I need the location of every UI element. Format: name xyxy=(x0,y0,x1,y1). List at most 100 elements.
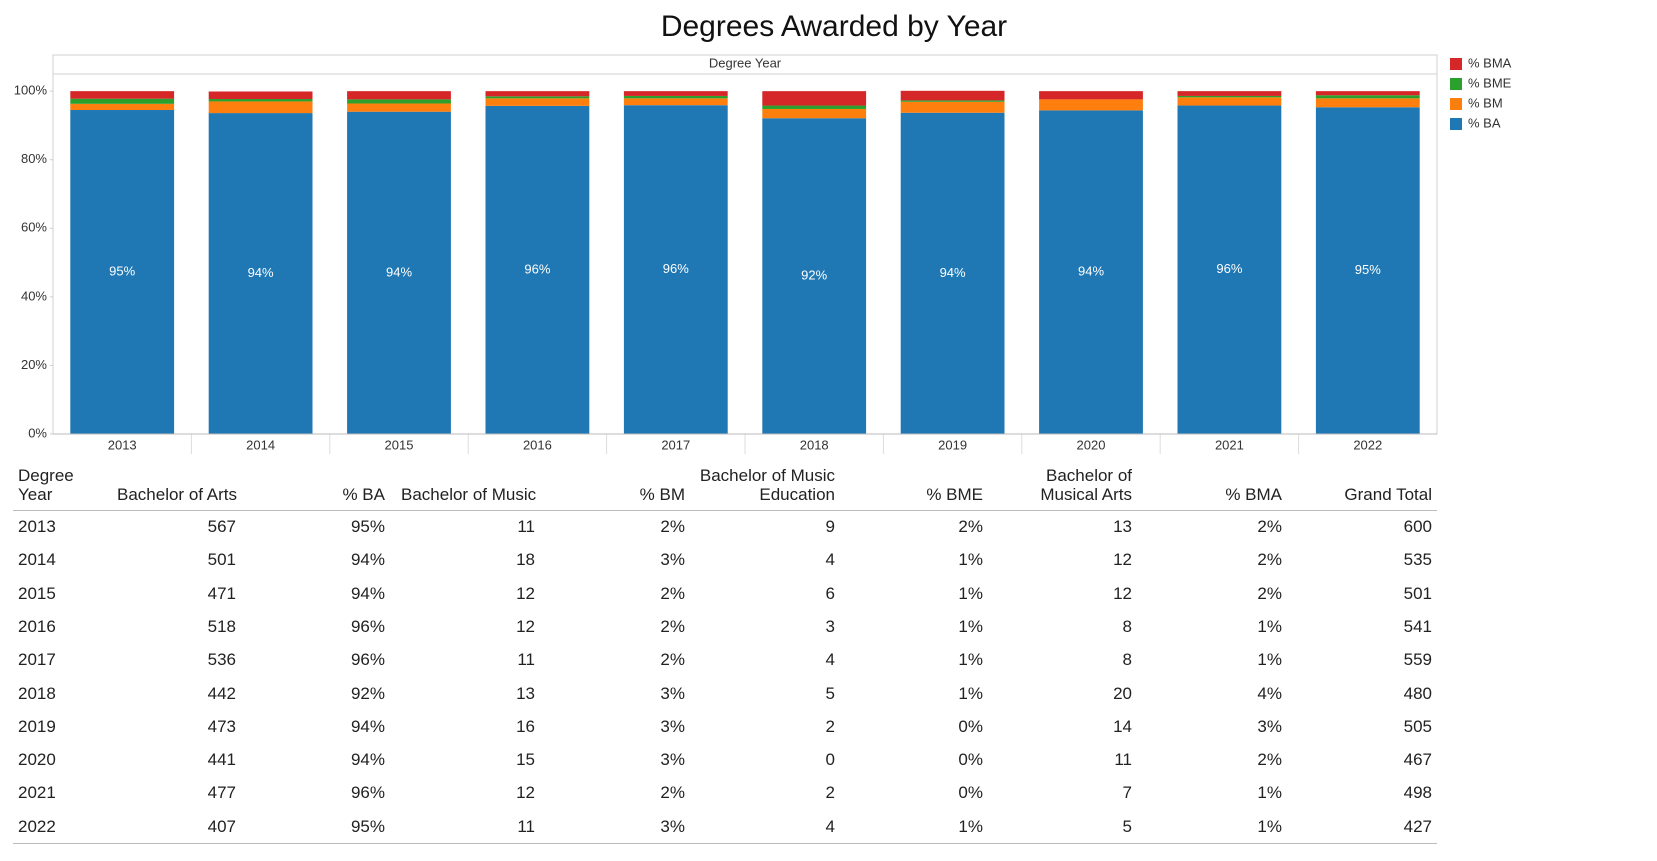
x-tick-label: 2020 xyxy=(1077,437,1106,452)
table-cell: 2 xyxy=(825,783,835,803)
table-cell: 95% xyxy=(350,517,385,536)
table-cell: 498 xyxy=(1403,783,1432,803)
legend-swatch xyxy=(1450,98,1462,110)
bar-segment xyxy=(762,108,867,119)
table-cell: 2019 xyxy=(18,716,56,736)
legend-label: % BME xyxy=(1468,75,1512,90)
table-cell: 8 xyxy=(1122,616,1132,636)
bar-segment xyxy=(485,91,590,97)
table-cell: 1% xyxy=(958,616,983,636)
table-cell: 14 xyxy=(1113,716,1132,736)
table-cell: 1% xyxy=(1257,616,1282,636)
table-cell: 4% xyxy=(1257,683,1282,703)
bar-segment xyxy=(208,99,313,102)
table-cell: 2% xyxy=(660,583,685,603)
table-cell: 12 xyxy=(1113,583,1132,603)
bar-segment xyxy=(70,103,175,110)
table-cell: 7 xyxy=(1122,783,1132,803)
table-cell: 2% xyxy=(660,650,685,670)
table-cell: 442 xyxy=(207,683,236,703)
table-cell: 0% xyxy=(958,716,983,736)
bar-segment xyxy=(623,95,728,99)
bar-segment xyxy=(1039,99,1143,111)
table-cell: 2% xyxy=(1257,550,1282,570)
table-cell: 11 xyxy=(517,816,535,836)
table-cell: 501 xyxy=(1403,583,1432,603)
bar-segment xyxy=(485,105,590,434)
data-label: 96% xyxy=(524,261,550,276)
bar-segment xyxy=(1177,95,1282,98)
y-tick-label: 80% xyxy=(21,151,47,166)
table-cell: 3% xyxy=(660,550,685,570)
table-cell: 96% xyxy=(350,616,385,636)
table-cell: 2% xyxy=(660,616,685,636)
table-cell: 11 xyxy=(517,650,535,670)
table-cell: 3 xyxy=(825,616,835,636)
table-cell: 13 xyxy=(1113,517,1132,536)
bar-segment xyxy=(900,101,1005,113)
legend-label: % BM xyxy=(1468,95,1503,110)
table-cell: 3% xyxy=(660,683,685,703)
table-cell: 4 xyxy=(825,550,835,570)
table-cell: 505 xyxy=(1403,716,1432,736)
bar-segment xyxy=(1315,107,1420,434)
table-cell: 473 xyxy=(207,716,236,736)
bar-segment xyxy=(347,99,451,104)
table-cell: 12 xyxy=(516,616,535,636)
x-tick-label: 2014 xyxy=(246,437,275,452)
table-cell: 12 xyxy=(1113,550,1132,570)
table-cell: 1% xyxy=(958,583,983,603)
table-cell: 94% xyxy=(350,550,385,570)
table-cell: 2016 xyxy=(18,616,56,636)
bar-segment xyxy=(1039,110,1143,434)
table-cell: 92% xyxy=(350,683,385,703)
table-cell: 3% xyxy=(660,716,685,736)
table-cell: 2021 xyxy=(18,783,56,803)
table-cell: 2% xyxy=(660,517,685,536)
bar-segment xyxy=(70,110,175,434)
table-cell: 96% xyxy=(350,783,385,803)
y-tick-label: 100% xyxy=(14,83,48,98)
table-cell: 567 xyxy=(207,517,236,536)
table-cell: 2020 xyxy=(18,750,56,770)
table-cell: 2% xyxy=(1257,517,1282,536)
table-cell: 5 xyxy=(825,683,835,703)
table-cell: 0% xyxy=(958,783,983,803)
table-cell: 600 xyxy=(1403,517,1432,536)
table-cell: 2013 xyxy=(18,517,56,536)
bar-segment xyxy=(900,112,1005,434)
table-cell: 471 xyxy=(207,583,236,603)
x-tick-label: 2022 xyxy=(1353,437,1382,452)
x-tick-label: 2017 xyxy=(661,437,690,452)
table-cell: 2% xyxy=(1257,750,1282,770)
bar-segment xyxy=(900,90,1005,101)
table-cell: 3% xyxy=(660,816,685,836)
x-tick-label: 2015 xyxy=(385,437,414,452)
table-cell: 536 xyxy=(207,650,236,670)
chart-title: Degrees Awarded by Year xyxy=(661,10,1007,43)
table-bottom-rule xyxy=(13,843,1437,844)
column-header: Grand Total xyxy=(1344,485,1432,504)
y-tick-label: 0% xyxy=(28,425,47,440)
bar-segment xyxy=(900,100,1005,102)
legend-label: % BA xyxy=(1468,115,1501,130)
bar-segment xyxy=(762,91,867,106)
x-tick-label: 2013 xyxy=(108,437,137,452)
table-cell: 541 xyxy=(1403,616,1432,636)
table-cell: 4 xyxy=(825,816,835,836)
legend-swatch xyxy=(1450,58,1462,70)
bar-segment xyxy=(208,113,313,434)
table-cell: 94% xyxy=(350,716,385,736)
table-cell: 16 xyxy=(516,716,535,736)
table-cell: 8 xyxy=(1122,650,1132,670)
table-cell: 535 xyxy=(1403,550,1432,570)
table-cell: 20 xyxy=(1113,683,1132,703)
chart: Degrees Awarded by Year Degree Year 0% 20… xyxy=(14,10,1512,454)
bar-segment xyxy=(1177,97,1282,106)
bar-segment xyxy=(485,98,590,106)
bar-segment xyxy=(347,103,451,112)
column-header: % BMA xyxy=(1225,485,1282,504)
table-cell: 1% xyxy=(1257,650,1282,670)
table-cell: 3% xyxy=(660,750,685,770)
